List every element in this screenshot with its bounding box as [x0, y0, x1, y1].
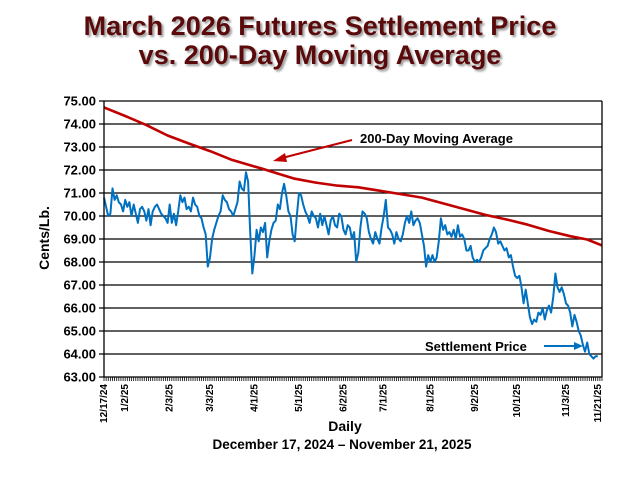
y-tick-label: 74.00: [63, 117, 96, 132]
y-tick-label: 70.00: [63, 209, 96, 224]
settlement-price-line: [103, 171, 598, 360]
y-tick-label: 71.00: [63, 186, 96, 201]
series-lines: [103, 106, 603, 360]
x-tick-label: 9/2/25: [470, 384, 481, 412]
y-tick-label: 69.00: [63, 232, 96, 247]
chart-title-line2: vs. 200-Day Moving Average: [138, 40, 502, 70]
y-axis-ticks: 63.00 64.00 65.00 66.00 67.00 68.00 69.00 70.00…: [63, 94, 96, 385]
x-axis-ticks: 12/17/24 1/2/25 2/3/25 3/3/25 4/1/25 5/1/25 6/…: [99, 377, 604, 423]
y-tick-label: 68.00: [63, 255, 96, 270]
annotation-moving-average-arrow: [281, 139, 353, 159]
y-tick-label: 65.00: [63, 324, 96, 339]
x-tick-label: 3/3/25: [205, 384, 216, 412]
x-axis-sublabel: December 17, 2024 – November 21, 2025: [213, 437, 472, 452]
y-axis-label: Cents/Lb.: [36, 206, 52, 270]
x-tick-label: 7/1/25: [379, 384, 390, 412]
x-tick-label: 2/3/25: [165, 384, 176, 412]
chart-title: March 2026 Futures Settlement Price vs. …: [0, 12, 640, 70]
y-tick-label: 66.00: [63, 301, 96, 316]
x-tick-label: 4/1/25: [249, 384, 260, 412]
x-tick-label: 10/1/25: [512, 384, 523, 418]
annotation-moving-average: 200-Day Moving Average: [273, 131, 513, 162]
y-tick-label: 64.00: [63, 347, 96, 362]
x-tick-label: 1/2/25: [120, 384, 131, 412]
x-tick-label: 11/21/25: [593, 384, 604, 423]
x-tick-label: 5/1/25: [294, 384, 305, 412]
y-tick-label: 63.00: [63, 370, 96, 385]
x-tick-label: 12/17/24: [99, 384, 110, 423]
x-tick-label: 6/2/25: [338, 384, 349, 412]
x-tick-label: 11/3/25: [561, 384, 572, 417]
arrowhead-icon: [273, 153, 287, 162]
x-tick-label: 8/1/25: [425, 384, 436, 412]
annotation-settlement-price-label: Settlement Price: [425, 339, 527, 354]
x-axis-label: Daily: [328, 418, 362, 434]
y-tick-label: 72.00: [63, 163, 96, 178]
chart-title-line1: March 2026 Futures Settlement Price: [83, 11, 557, 41]
y-tick-label: 75.00: [63, 94, 96, 109]
arrowhead-icon: [574, 342, 583, 350]
moving-average-line: [103, 106, 603, 247]
annotation-settlement-price: Settlement Price: [425, 339, 583, 354]
annotation-moving-average-label: 200-Day Moving Average: [360, 131, 513, 146]
y-tick-label: 67.00: [63, 278, 96, 293]
y-tick-label: 73.00: [63, 140, 96, 155]
gridlines: [99, 100, 602, 378]
